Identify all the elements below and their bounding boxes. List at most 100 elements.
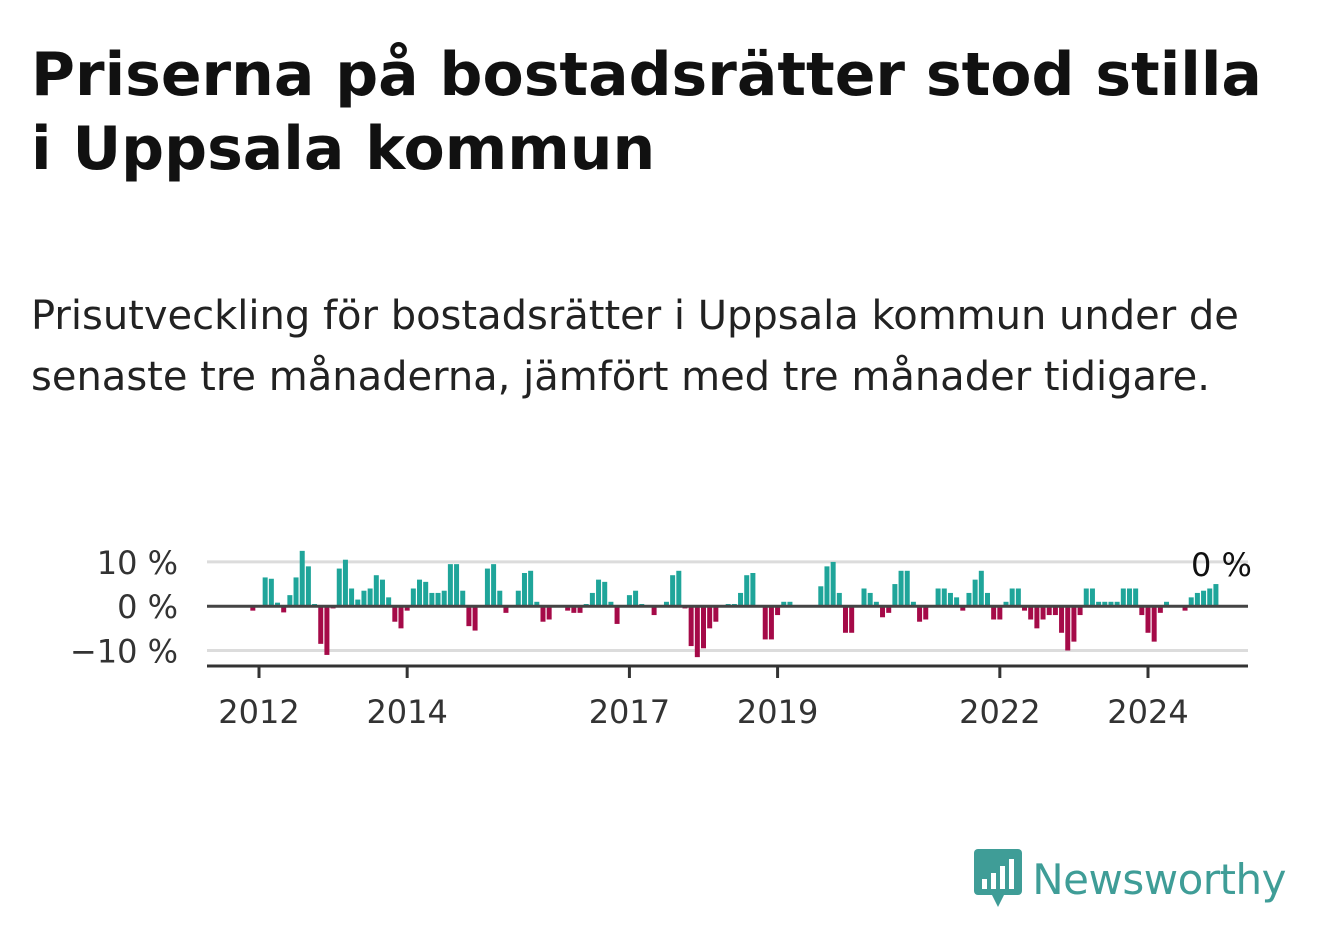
- bar: [701, 606, 706, 649]
- bar: [787, 601, 793, 607]
- last-value-label: 0 %: [1191, 546, 1252, 584]
- bar: [392, 606, 398, 622]
- bar: [417, 579, 423, 607]
- bar: [515, 590, 521, 607]
- bar: [991, 606, 997, 620]
- bar: [447, 564, 453, 607]
- bar: [1059, 606, 1065, 633]
- bar: [1114, 601, 1120, 607]
- bar: [824, 566, 830, 607]
- bar: [404, 606, 410, 611]
- bar: [497, 590, 503, 607]
- bar: [379, 579, 385, 607]
- bar: [935, 588, 941, 607]
- bar: [1120, 588, 1126, 607]
- bar: [324, 606, 330, 655]
- bar: [435, 592, 441, 607]
- bar: [546, 606, 552, 620]
- bar: [750, 573, 756, 607]
- bar: [1040, 606, 1046, 620]
- bar: [1151, 606, 1157, 642]
- bar: [1102, 601, 1108, 607]
- bar: [410, 588, 416, 607]
- bar: [454, 564, 460, 607]
- x-tick-label: 2022: [959, 693, 1040, 731]
- bar: [460, 590, 466, 607]
- bar: [342, 559, 348, 607]
- y-tick-label: 0 %: [117, 588, 178, 626]
- bar: [651, 606, 657, 616]
- bar: [1071, 606, 1077, 642]
- bar: [589, 592, 595, 607]
- bar: [762, 606, 768, 640]
- bar: [836, 592, 842, 607]
- bar: [262, 577, 268, 607]
- bar: [361, 590, 367, 607]
- bar: [367, 588, 373, 607]
- bar: [984, 592, 990, 607]
- bar: [768, 606, 774, 640]
- bar: [1145, 606, 1151, 633]
- bar: [688, 606, 694, 647]
- bar: [849, 606, 855, 633]
- bar: [386, 597, 392, 607]
- bar: [349, 588, 355, 607]
- bar: [441, 590, 447, 607]
- bar: [287, 595, 293, 607]
- bar: [867, 592, 873, 607]
- bar: [1065, 606, 1071, 651]
- bar: [1207, 588, 1213, 607]
- bar: [1028, 606, 1034, 620]
- bar: [540, 606, 546, 622]
- bar: [275, 602, 281, 607]
- bar: [947, 592, 953, 607]
- bar: [565, 606, 571, 611]
- bar: [429, 592, 435, 607]
- bar: [293, 577, 299, 607]
- bar: [521, 573, 527, 607]
- bar: [873, 601, 879, 607]
- bar: [299, 550, 305, 607]
- bar: [1034, 606, 1040, 629]
- bar: [268, 578, 274, 607]
- bar: [997, 606, 1003, 620]
- bar: [305, 566, 311, 607]
- bar: [614, 606, 620, 624]
- bar: [608, 601, 614, 607]
- chart-subtitle: Prisutveckling för bostadsrätter i Uppsa…: [31, 293, 1239, 400]
- brand-name: Newsworthy: [1032, 854, 1286, 904]
- bar: [886, 606, 892, 613]
- bar: [738, 592, 744, 607]
- bar: [676, 570, 682, 607]
- bar: [398, 606, 404, 629]
- x-tick-label: 2012: [218, 693, 299, 731]
- bar: [1083, 588, 1089, 607]
- bar: [972, 579, 978, 607]
- bar: [744, 575, 750, 607]
- bar: [355, 599, 361, 607]
- bar: [1108, 601, 1114, 607]
- bar: [861, 588, 867, 607]
- bar: [571, 606, 577, 613]
- bar: [954, 597, 960, 607]
- bar: [670, 575, 676, 607]
- bar: [528, 570, 534, 607]
- bar: [633, 590, 639, 607]
- bar: [781, 601, 787, 607]
- bar: [1077, 606, 1083, 616]
- bar: [1139, 606, 1145, 616]
- bar: [898, 570, 904, 607]
- bar: [775, 606, 781, 616]
- bar: [423, 581, 429, 607]
- bar: [577, 606, 583, 613]
- bar: [1126, 588, 1132, 607]
- bar: [1164, 601, 1170, 607]
- bar: [941, 588, 947, 607]
- bar: [892, 584, 898, 607]
- price-change-bar-chart: 10 % 0 % −10 % 2012 2014 2017 2019 2022 2024 0 %: [70, 544, 1252, 731]
- x-tick-label: 2024: [1107, 693, 1188, 731]
- bar: [1188, 597, 1194, 607]
- bar: [1009, 588, 1015, 607]
- x-tick-label: 2014: [366, 693, 447, 731]
- bar: [281, 606, 287, 613]
